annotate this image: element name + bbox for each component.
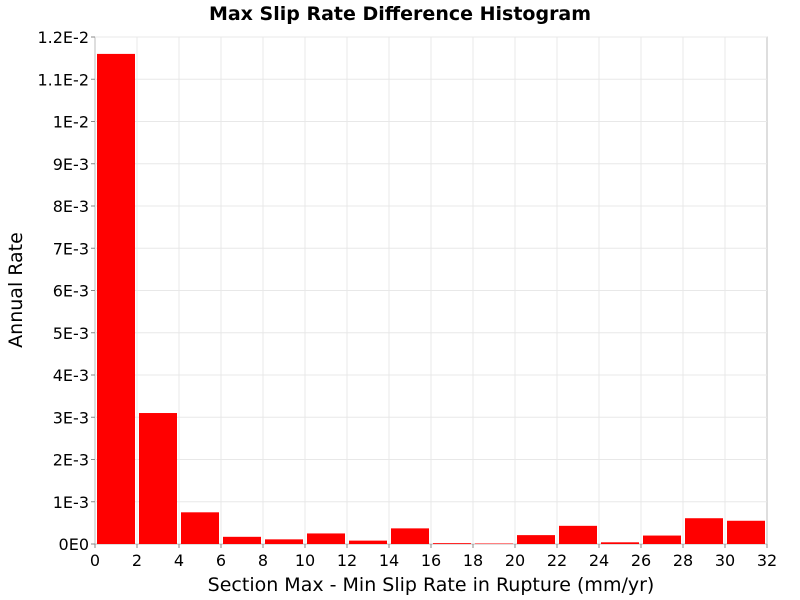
y-tick-label-7: 7E-3	[53, 239, 89, 258]
x-tick-label-15: 30	[715, 551, 735, 570]
x-tick-label-4: 8	[258, 551, 268, 570]
x-tick-label-11: 22	[547, 551, 567, 570]
bars	[97, 53, 765, 545]
y-tick-label-4: 4E-3	[53, 366, 89, 385]
x-axis-label: Section Max - Min Slip Rate in Rupture (…	[208, 574, 655, 596]
histogram-bar-9	[433, 543, 471, 544]
y-tick-label-5: 5E-3	[53, 324, 89, 343]
x-tick-label-8: 16	[421, 551, 441, 570]
x-tick-label-14: 28	[673, 551, 693, 570]
y-tick-label-2: 2E-3	[53, 451, 89, 470]
histogram-bar-14	[643, 535, 681, 544]
histogram-bar-8	[391, 528, 429, 544]
y-tick-label-10: 1E-2	[53, 113, 89, 132]
x-tick-label-3: 6	[216, 551, 226, 570]
y-tick-label-8: 8E-3	[53, 197, 89, 216]
x-axis: 0 2 4 6 8 10 12 14 16 18 20 22 24 26 28 30 32	[90, 544, 777, 570]
y-tick-label-0: 0E0	[59, 535, 89, 554]
x-tick-label-16: 32	[757, 551, 777, 570]
x-tick-label-0: 0	[90, 551, 100, 570]
histogram-bar-1	[97, 53, 135, 545]
chart-title: Max Slip Rate Difference Histogram	[209, 3, 591, 25]
x-tick-label-7: 14	[379, 551, 399, 570]
x-tick-label-2: 4	[174, 551, 184, 570]
y-tick-label-1: 1E-3	[53, 493, 89, 512]
x-tick-label-5: 10	[295, 551, 315, 570]
x-tick-label-10: 20	[505, 551, 525, 570]
y-tick-label-3: 3E-3	[53, 408, 89, 427]
y-axis-label: Annual Rate	[5, 232, 27, 348]
y-tick-label-11: 1.1E-2	[37, 70, 89, 89]
y-tick-label-12: 1.2E-2	[37, 28, 89, 47]
histogram-bar-10	[475, 543, 513, 544]
y-axis: 0E0 1E-3 2E-3 3E-3 4E-3 5E-3 6E-3 7E-3 8E-3 9E-3 1…	[37, 28, 95, 554]
histogram-bar-6	[307, 533, 345, 544]
histogram-bar-7	[349, 540, 387, 544]
histogram-bar-2	[139, 413, 177, 544]
y-tick-label-9: 9E-3	[53, 155, 89, 174]
x-tick-label-12: 24	[589, 551, 609, 570]
x-tick-label-1: 2	[132, 551, 142, 570]
grid	[95, 36, 767, 544]
histogram-bar-4	[223, 536, 261, 544]
histogram-bar-11	[517, 535, 555, 544]
histogram-bar-16	[727, 520, 765, 544]
histogram-bar-5	[265, 539, 303, 544]
histogram-bar-15	[685, 518, 723, 544]
histogram-bar-12	[559, 525, 597, 544]
x-tick-label-13: 26	[631, 551, 651, 570]
histogram-bar-13	[601, 542, 639, 544]
x-tick-label-6: 12	[337, 551, 357, 570]
y-tick-label-6: 6E-3	[53, 282, 89, 301]
histogram-bar-3	[181, 512, 219, 544]
x-tick-label-9: 18	[463, 551, 483, 570]
